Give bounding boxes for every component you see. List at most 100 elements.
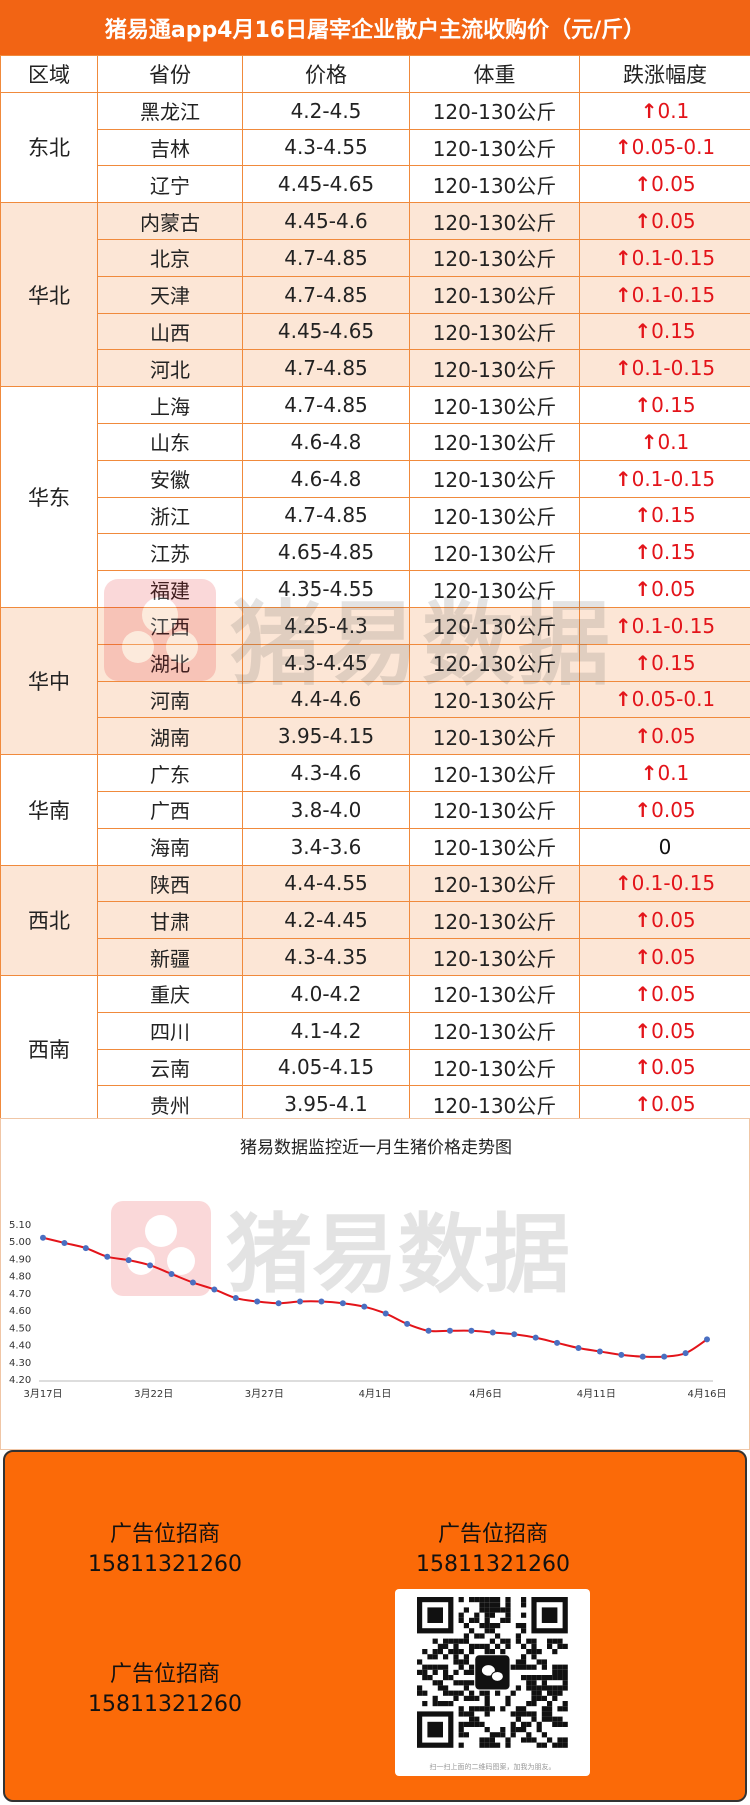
arrow-up-icon: ↑ bbox=[640, 98, 658, 123]
arrow-up-icon: ↑ bbox=[634, 981, 652, 1006]
ad-block-1[interactable]: 广告位招商 15811321260 bbox=[65, 1520, 265, 1580]
price-cell: 4.7-4.85 bbox=[242, 496, 410, 535]
province-cell: 内蒙古 bbox=[97, 202, 243, 240]
weight-cell: 120-130公斤 bbox=[409, 386, 580, 424]
data-point bbox=[554, 1339, 561, 1346]
arrow-up-icon: ↑ bbox=[614, 282, 632, 307]
weight-cell: 120-130公斤 bbox=[409, 570, 580, 608]
arrow-up-icon: ↑ bbox=[634, 1092, 652, 1117]
change-cell: ↑0.1-0.15 bbox=[579, 238, 750, 277]
price-cell: 4.7-4.85 bbox=[242, 275, 410, 314]
price-cell: 4.45-4.65 bbox=[242, 312, 410, 351]
change-value: 0.1-0.15 bbox=[631, 613, 716, 638]
arrow-up-icon: ↑ bbox=[614, 356, 632, 381]
province-cell: 广东 bbox=[97, 754, 243, 792]
province-cell: 北京 bbox=[97, 238, 243, 277]
qr-code[interactable]: 扫一扫上面的二维码图案，加我为朋友。 bbox=[395, 1589, 590, 1776]
price-cell: 4.25-4.3 bbox=[242, 606, 410, 645]
table-row: 天津 4.7-4.85 120-130公斤 ↑0.1-0.15 bbox=[1, 275, 750, 314]
weight-cell: 120-130公斤 bbox=[409, 165, 580, 204]
data-point bbox=[232, 1295, 239, 1302]
weight-cell: 120-130公斤 bbox=[409, 938, 580, 976]
weight-cell: 120-130公斤 bbox=[409, 864, 580, 903]
change-cell: ↑0.15 bbox=[579, 496, 750, 535]
x-tick-label: 3月17日 bbox=[23, 1388, 62, 1400]
data-point bbox=[318, 1298, 325, 1305]
price-table-wrap: 区域 省份 价格 体重 跌涨幅度 东北 黑龙江 4.2-4.5 120-130公斤 ↑0… bbox=[0, 55, 750, 1124]
change-cell: ↑0.15 bbox=[579, 533, 750, 572]
province-cell: 湖北 bbox=[97, 643, 243, 682]
weight-cell: 120-130公斤 bbox=[409, 1048, 580, 1087]
ad-block-2[interactable]: 广告位招商 15811321260 bbox=[393, 1520, 593, 1580]
province-cell: 上海 bbox=[97, 386, 243, 424]
change-cell: 0 bbox=[579, 827, 750, 866]
price-cell: 4.7-4.85 bbox=[242, 238, 410, 277]
data-point bbox=[532, 1334, 539, 1341]
y-tick-label: 4.90 bbox=[9, 1254, 31, 1265]
table-row: 浙江 4.7-4.85 120-130公斤 ↑0.15 bbox=[1, 496, 750, 535]
region-cell: 西北 bbox=[0, 864, 98, 976]
change-value: 0.05 bbox=[651, 797, 696, 822]
province-cell: 山东 bbox=[97, 422, 243, 461]
change-value: 0 bbox=[658, 834, 672, 859]
price-cell: 3.95-4.1 bbox=[242, 1085, 410, 1124]
x-tick-label: 3月22日 bbox=[134, 1388, 173, 1400]
change-cell: ↑0.05 bbox=[579, 974, 750, 1013]
table-row: 吉林 4.3-4.55 120-130公斤 ↑0.05-0.1 bbox=[1, 128, 750, 167]
table-row: 华北 内蒙古 4.45-4.6 120-130公斤 ↑0.05 bbox=[0, 202, 750, 388]
arrow-up-icon: ↑ bbox=[640, 429, 658, 454]
chart-svg: 猪易数据 4.20 4.30 4.40 4.50 4.60 4.70 4.80 4.90 5.0… bbox=[9, 1201, 727, 1400]
data-point bbox=[211, 1286, 218, 1293]
price-cell: 4.7-4.85 bbox=[242, 386, 410, 424]
change-value: 0.1 bbox=[657, 429, 690, 454]
table-row: 云南 4.05-4.15 120-130公斤 ↑0.05 bbox=[1, 1048, 750, 1087]
change-cell: ↑0.05 bbox=[579, 901, 750, 940]
price-cell: 4.6-4.8 bbox=[242, 459, 410, 498]
province-cell: 海南 bbox=[97, 827, 243, 866]
table-row: 西北 陕西 4.4-4.55 120-130公斤 ↑0.1-0.15 bbox=[0, 864, 750, 976]
weight-cell: 120-130公斤 bbox=[409, 717, 580, 756]
province-cell: 河南 bbox=[97, 680, 243, 719]
data-point bbox=[446, 1327, 453, 1334]
price-cell: 4.3-4.45 bbox=[242, 643, 410, 682]
change-cell: ↑0.1-0.15 bbox=[579, 864, 750, 903]
price-trend-chart: 猪易数据监控近一月生猪价格走势图 猪易数据 4.20 4.30 4.40 4.50 4.… bbox=[0, 1118, 750, 1450]
data-point bbox=[489, 1329, 496, 1336]
change-value: 0.1-0.15 bbox=[631, 466, 716, 491]
price-cell: 4.65-4.85 bbox=[242, 533, 410, 572]
chart-watermark-logo bbox=[111, 1201, 211, 1296]
weight-cell: 120-130公斤 bbox=[409, 1011, 580, 1050]
weight-cell: 120-130公斤 bbox=[409, 1085, 580, 1124]
price-cell: 4.4-4.6 bbox=[242, 680, 410, 719]
x-tick-label: 4月1日 bbox=[359, 1388, 392, 1400]
data-point bbox=[61, 1239, 68, 1246]
table-row: 辽宁 4.45-4.65 120-130公斤 ↑0.05 bbox=[1, 165, 750, 204]
price-cell: 4.3-4.6 bbox=[242, 754, 410, 792]
weight-cell: 120-130公斤 bbox=[409, 91, 580, 130]
price-cell: 4.05-4.15 bbox=[242, 1048, 410, 1087]
table-row: 山东 4.6-4.8 120-130公斤 ↑0.1 bbox=[1, 422, 750, 461]
qr-caption: 扫一扫上面的二维码图案，加我为朋友。 bbox=[429, 1763, 556, 1771]
price-cell: 4.3-4.55 bbox=[242, 128, 410, 167]
change-value: 0.05 bbox=[651, 1092, 696, 1117]
price-table: 区域 省份 价格 体重 跌涨幅度 东北 黑龙江 4.2-4.5 120-130公斤 ↑0… bbox=[0, 55, 750, 1124]
y-tick-label: 4.40 bbox=[9, 1341, 31, 1352]
y-tick-label: 4.70 bbox=[9, 1289, 31, 1300]
change-value: 0.15 bbox=[651, 503, 696, 528]
change-value: 0.05 bbox=[651, 981, 696, 1006]
weight-cell: 120-130公斤 bbox=[409, 754, 580, 792]
change-value: 0.15 bbox=[651, 319, 696, 344]
ad-phone: 15811321260 bbox=[416, 1552, 570, 1577]
table-row: 西南 重庆 4.0-4.2 120-130公斤 ↑0.05 bbox=[0, 974, 750, 1124]
change-value: 0.1 bbox=[657, 98, 690, 123]
y-tick-label: 4.80 bbox=[9, 1272, 31, 1283]
province-cell: 四川 bbox=[97, 1011, 243, 1050]
ad-block-3[interactable]: 广告位招商 15811321260 bbox=[65, 1660, 265, 1720]
table-row: 东北 黑龙江 4.2-4.5 120-130公斤 ↑0.1 bbox=[0, 91, 750, 204]
data-point bbox=[125, 1257, 132, 1264]
page-title: 猪易通app4月16日屠宰企业散户主流收购价（元/斤） bbox=[0, 0, 750, 55]
change-cell: ↑0.05 bbox=[579, 790, 750, 829]
ad-phone: 15811321260 bbox=[88, 1552, 242, 1577]
weight-cell: 120-130公斤 bbox=[409, 974, 580, 1013]
data-point bbox=[682, 1350, 689, 1357]
